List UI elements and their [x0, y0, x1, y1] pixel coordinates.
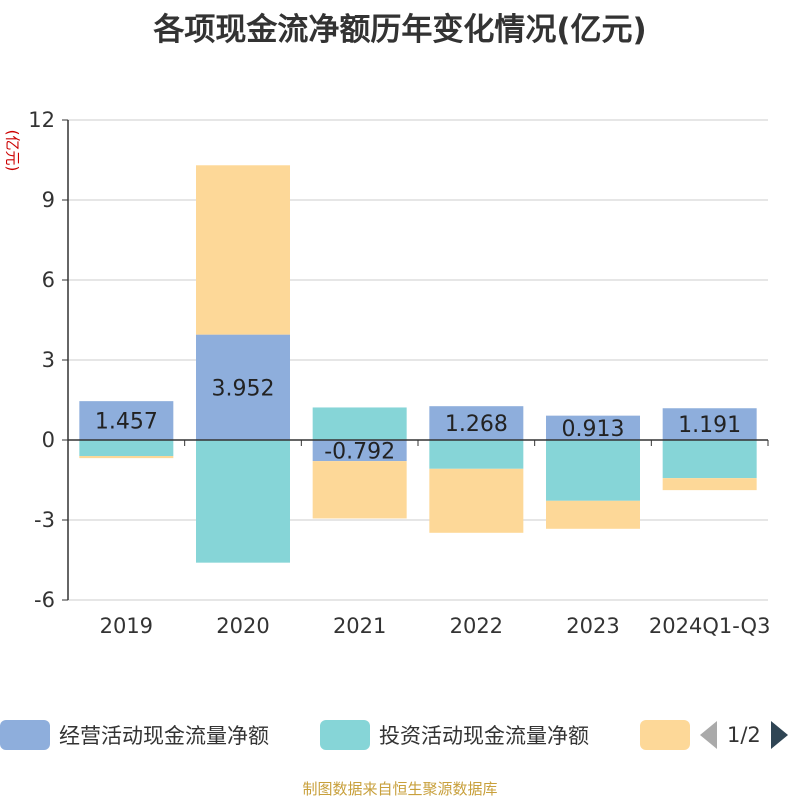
legend: 经营活动现金流量净额 投资活动现金流量净额 1/2: [0, 712, 800, 758]
bar-2-0: [79, 456, 174, 459]
x-tick-label: 2024Q1-Q3: [649, 614, 771, 638]
bar-2-4: [546, 500, 640, 529]
y-tick-label: 12: [28, 108, 55, 132]
y-tick-label: -3: [34, 508, 55, 532]
bar-1-2: [312, 407, 407, 440]
data-label: 1.457: [95, 410, 158, 435]
axes: -6 -3 0 3 6 9 12 2019 2020 2021 2022 2023 2024Q1-Q3: [28, 108, 770, 638]
legend-item-operating[interactable]: 经营活动现金流量净额: [0, 720, 269, 750]
x-tick-label: 2023: [566, 614, 619, 638]
x-tick-label: 2022: [450, 614, 503, 638]
legend-label-investing: 投资活动现金流量净额: [379, 724, 589, 748]
y-tick-label: -6: [34, 588, 55, 612]
bar-1-4: [546, 440, 640, 501]
legend-item-investing[interactable]: 投资活动现金流量净额: [320, 720, 589, 750]
y-tick-label: 0: [42, 428, 55, 452]
x-tick-label: 2020: [216, 614, 269, 638]
bar-1-0: [79, 440, 174, 456]
y-tick-label: 3: [42, 348, 55, 372]
legend-swatch-investing: [320, 720, 370, 750]
data-label: 1.268: [445, 412, 508, 437]
legend-pager: 1/2: [700, 720, 788, 750]
x-tick-label: 2019: [100, 614, 153, 638]
pager-next-icon[interactable]: [770, 721, 788, 749]
bar-0-4: [546, 415, 640, 440]
bar-1-1: [196, 440, 290, 563]
data-labels: 1.457 3.952 -0.792 1.268 0.913 1.191: [95, 376, 741, 464]
grid-lines: [68, 119, 768, 601]
y-tick-label: 6: [42, 268, 55, 292]
bar-1-5: [662, 440, 757, 479]
data-label: -0.792: [324, 440, 395, 465]
bar-2-3: [429, 468, 524, 533]
chart-title: 各项现金流净额历年变化情况(亿元): [153, 12, 647, 48]
x-tick-label: 2021: [333, 614, 386, 638]
bar-2-5: [662, 478, 757, 491]
data-label: 3.952: [212, 376, 275, 401]
legend-label-operating: 经营活动现金流量净额: [59, 724, 269, 748]
source-note: 制图数据来自恒生聚源数据库: [302, 780, 498, 798]
pager-page-indicator: 1/2: [727, 723, 761, 747]
bar-0-0: [79, 401, 174, 440]
bar-0-2: [312, 440, 407, 462]
y-tick-label: 9: [42, 188, 55, 212]
legend-item-third-series[interactable]: [640, 720, 690, 750]
bar-2-2: [312, 461, 407, 519]
bars: [79, 165, 757, 563]
legend-swatch-third-series: [640, 720, 690, 750]
legend-swatch-operating: [0, 720, 50, 750]
bar-1-3: [429, 440, 524, 469]
bar-2-1: [196, 165, 290, 335]
pager-prev-icon[interactable]: [700, 721, 717, 749]
bar-0-5: [662, 408, 757, 440]
data-label: 1.191: [678, 413, 741, 438]
bar-0-1: [196, 334, 290, 440]
data-label: 0.913: [562, 417, 625, 442]
bar-0-3: [429, 406, 524, 440]
